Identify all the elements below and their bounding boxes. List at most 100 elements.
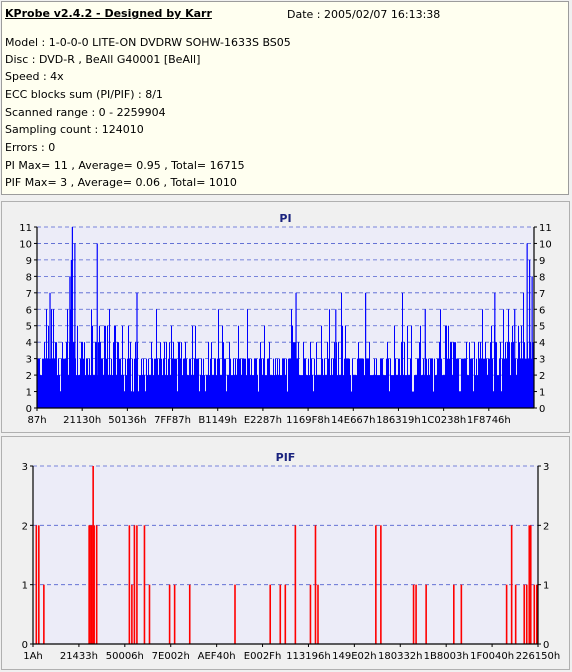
y-tick-label-right: 7: [539, 289, 545, 300]
pi-bar: [412, 391, 413, 408]
pi-bar: [202, 375, 203, 408]
x-tick-label: 1C0238h: [421, 415, 466, 426]
pi-bar: [494, 292, 496, 408]
pi-bar: [164, 342, 165, 408]
range-line: Scanned range : 0 - 2259904: [5, 106, 166, 119]
pif-bar: [294, 525, 297, 644]
pif-bar: [514, 584, 517, 644]
pi-bar: [111, 358, 112, 408]
pi-bar: [419, 342, 420, 408]
pi-bar: [48, 325, 49, 408]
pi-bar: [232, 375, 233, 408]
pi-bar: [219, 358, 220, 408]
pi-bar: [244, 358, 245, 408]
pi-bar: [434, 358, 435, 408]
y-tick-label-right: 11: [539, 223, 552, 234]
pi-bar: [252, 375, 253, 408]
pi-bar: [85, 375, 86, 408]
pi-bar: [338, 342, 339, 408]
pif-bar: [375, 525, 377, 644]
pi-bar: [151, 342, 152, 408]
pi-bar: [486, 358, 487, 408]
pi-bar: [376, 358, 377, 408]
pi-bar: [136, 292, 138, 408]
pi-bar: [346, 358, 347, 408]
pi-bar: [511, 342, 512, 408]
pif-bar: [453, 584, 455, 644]
pif-bar: [523, 584, 526, 644]
pi-bar: [228, 375, 229, 408]
pi-bar: [390, 358, 391, 408]
pi-bar: [392, 375, 393, 408]
bar-series: [35, 466, 538, 644]
pi-bar: [60, 391, 61, 408]
pi-bar: [161, 358, 162, 408]
pi-bar: [325, 375, 326, 408]
pi-bar: [167, 375, 168, 408]
pi-bar: [436, 375, 437, 408]
pi-bar: [175, 358, 176, 408]
pif-bar: [35, 525, 38, 644]
pi-bar: [163, 358, 164, 408]
pi-bar: [171, 325, 172, 408]
pi-bar: [74, 243, 76, 408]
pi-bar: [463, 358, 464, 408]
pi-bar: [259, 358, 260, 408]
pi-bar: [47, 358, 48, 408]
pi-bar: [139, 375, 140, 408]
pi-bar: [479, 358, 480, 408]
pi-bar: [43, 358, 44, 408]
pi-bar: [445, 325, 446, 408]
pi-bar: [51, 309, 52, 408]
pi-bar: [58, 358, 59, 408]
errors-line: Errors : 0: [5, 141, 56, 154]
y-tick-label-right: 2: [543, 521, 549, 532]
pi-bar: [410, 358, 411, 408]
pi-bar: [493, 391, 494, 408]
pi-bar: [411, 325, 412, 408]
pi-bar: [146, 358, 147, 408]
pi-bar: [249, 358, 250, 408]
pi-bar: [320, 375, 321, 408]
pi-bar: [253, 375, 254, 408]
pi-bar: [404, 342, 405, 408]
pi-bar: [304, 358, 305, 408]
pif-bar: [425, 584, 427, 644]
pi-bar: [297, 358, 298, 408]
disc-info-panel: KProbe v2.4.2 - Designed by Karr Date : …: [1, 1, 569, 195]
pi-bar: [286, 358, 287, 408]
pi-bar: [258, 391, 259, 408]
pi-bar: [191, 375, 192, 408]
pi-bar: [281, 375, 282, 408]
pi-bar: [509, 342, 510, 408]
pi-bar: [495, 342, 496, 408]
pi-bar: [516, 375, 517, 408]
pi-bar: [237, 358, 238, 408]
pi-bar: [41, 375, 42, 408]
pi-bar: [343, 375, 344, 408]
pi-bar: [154, 358, 155, 408]
pi-bar: [126, 375, 127, 408]
pi-bar: [359, 358, 360, 408]
pi-bar: [315, 375, 316, 408]
pi-bar: [355, 375, 356, 408]
pi-bar: [397, 375, 398, 408]
pi-bar: [40, 375, 41, 408]
y-tick-label-right: 1: [543, 581, 549, 592]
pi-bar: [260, 342, 261, 408]
pi-bar: [368, 358, 369, 408]
pi-bar: [194, 358, 195, 408]
pi-bar: [150, 375, 151, 408]
pi-bar: [525, 358, 526, 408]
y-tick-label-left: 10: [19, 239, 32, 250]
pi-bar: [128, 325, 129, 408]
pi-bar: [520, 358, 521, 408]
pif-bar: [317, 584, 319, 644]
pi-bar: [506, 358, 507, 408]
pif-bar: [533, 584, 536, 644]
pi-bar: [448, 325, 449, 408]
pi-bar: [345, 325, 346, 408]
pi-bar: [473, 391, 474, 408]
y-tick-label-right: 0: [543, 640, 549, 651]
pi-bar: [407, 325, 408, 408]
